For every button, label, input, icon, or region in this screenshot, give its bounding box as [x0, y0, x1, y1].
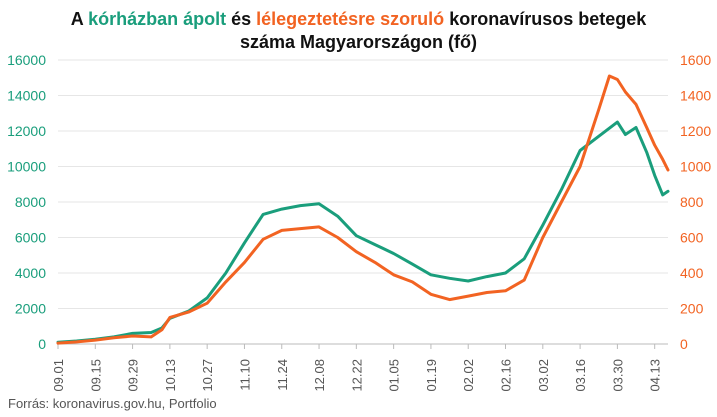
x-tick-label: 03.16 — [573, 359, 588, 392]
title-part-2: és — [226, 9, 257, 29]
title-line-2: száma Magyarországon (fő) — [239, 32, 478, 52]
series-line-ventilated — [56, 74, 670, 345]
series-lines — [56, 74, 670, 345]
chart-title: A kórházban ápolt és lélegeztetésre szor… — [0, 8, 717, 54]
gridlines — [58, 59, 668, 345]
y-right-tick-label: 1600 — [680, 52, 711, 68]
x-tick-label: 03.02 — [536, 359, 551, 392]
x-tick-label: 09.01 — [51, 359, 66, 392]
y-left-tick-label: 0 — [38, 336, 46, 352]
y-right-tick-label: 1400 — [680, 88, 711, 104]
y-left-tick-label: 10000 — [7, 159, 46, 175]
series-line-hospitalized — [56, 120, 670, 344]
x-tick-label: 11.10 — [237, 359, 252, 391]
y-left-tick-label: 14000 — [7, 88, 46, 104]
y-left-tick-label: 2000 — [15, 301, 46, 317]
y-right-tick-label: 1000 — [680, 159, 711, 175]
x-tick-label: 02.02 — [461, 359, 476, 392]
y-left-tick-label: 4000 — [15, 265, 46, 281]
y-right-tick-label: 800 — [680, 194, 704, 210]
x-tick-label: 01.19 — [424, 359, 439, 392]
source-note: Forrás: koronavirus.gov.hu, Portfolio — [8, 396, 217, 411]
y-right-tick-label: 0 — [680, 336, 688, 352]
title-hospitalized: kórházban ápolt — [88, 9, 227, 29]
y-right-tick-label: 200 — [680, 301, 704, 317]
y-left-tick-label: 12000 — [7, 123, 46, 139]
y-right-tick-label: 600 — [680, 230, 704, 246]
x-tick-label: 12.22 — [349, 359, 364, 392]
x-tick-label: 01.05 — [387, 359, 402, 392]
y-left-tick-label: 6000 — [15, 230, 46, 246]
y-left-tick-label: 8000 — [15, 194, 46, 210]
x-axis: 09.01 09.15 09.29 10.13 10.27 11.10 11.24 12.08… — [51, 344, 663, 392]
y-axis-right: 0 200 400 600 800 1000 1200 1400 1600 — [680, 52, 711, 352]
x-tick-label: 03.30 — [610, 359, 625, 392]
y-left-tick-label: 16000 — [7, 52, 46, 68]
title-ventilated: lélegeztetésre szoruló — [256, 9, 445, 29]
x-tick-label: 12.08 — [312, 359, 327, 392]
y-right-tick-label: 400 — [680, 265, 704, 281]
x-tick-label: 09.15 — [88, 359, 103, 392]
y-right-tick-label: 1200 — [680, 123, 711, 139]
x-tick-label: 11.24 — [275, 359, 290, 391]
x-tick-label: 02.16 — [499, 359, 514, 392]
x-tick-label: 04.13 — [648, 359, 663, 392]
x-tick-label: 10.27 — [200, 359, 215, 392]
x-tick-label: 10.13 — [163, 359, 178, 392]
x-tick-label: 09.29 — [126, 359, 141, 392]
title-part-3: koronavírusos betegek — [444, 9, 647, 29]
y-axis-left: 0 2000 4000 6000 8000 10000 12000 14000 16000 — [7, 52, 46, 352]
title-part-1: A — [70, 9, 89, 29]
title-line-1: A kórházban ápolt és lélegeztetésre szor… — [0, 8, 717, 31]
